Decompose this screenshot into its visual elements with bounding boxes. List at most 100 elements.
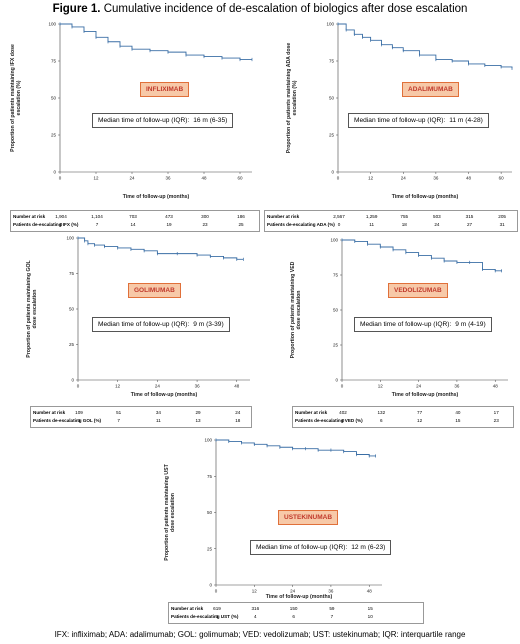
risk-cell: 13 <box>195 418 201 423</box>
risk-cell: 24 <box>434 222 440 227</box>
km-curve <box>342 239 502 272</box>
y-tick-label: 100 <box>330 238 338 243</box>
drug-label: ADALIMUMAB <box>402 82 459 97</box>
risk-cell: 25 <box>238 222 244 227</box>
km-plot: 0 25 50 75 100 0 12 24 36 48 Time of follow-up (mo… <box>164 438 382 600</box>
risk-cell: 18 <box>235 418 241 423</box>
risk-table-row: Number at risk 402 132 77 40 17 <box>293 409 513 417</box>
risk-cell: 402 <box>339 410 347 415</box>
y-tick-label: 50 <box>333 308 339 313</box>
x-tick-label: 36 <box>195 384 201 389</box>
y-tick-label: 100 <box>66 236 74 241</box>
risk-cell: 300 <box>201 214 209 219</box>
x-tick-label: 36 <box>328 589 334 594</box>
x-tick-label: 36 <box>433 176 439 181</box>
risk-cell: 23 <box>202 222 208 227</box>
x-tick-label: 0 <box>215 589 218 594</box>
risk-cell: 150 <box>289 606 298 611</box>
risk-cell: 24 <box>235 410 241 415</box>
risk-cell: 0 <box>77 418 81 423</box>
risk-cell: 23 <box>493 418 499 423</box>
risk-row-label: Number at risk <box>13 214 46 219</box>
risk-cell: 109 <box>75 410 83 415</box>
panel-infliximab: 0 25 50 75 100 0 12 24 36 48 60 Time of follow-up (… <box>0 14 260 232</box>
risk-cell: 15 <box>367 606 373 611</box>
median-followup-box: Median time of follow-up (IQR): 12 m (6-2… <box>250 540 392 555</box>
y-axis-label-line: Proportion of patients maintaining IFX d… <box>10 44 16 152</box>
x-tick-label: 24 <box>290 589 296 594</box>
median-followup-label: Median time of follow-up (IQR): <box>360 321 452 328</box>
x-tick-label: 36 <box>454 384 460 389</box>
drug-label: INFLIXIMAB <box>140 82 190 97</box>
risk-table-row: Patients de-escalating GOL (%) 0 7 11 13 18 <box>31 417 251 425</box>
risk-table: Number at risk 402 132 77 40 17 Patients de-es… <box>292 406 514 428</box>
y-tick-label: 75 <box>207 474 213 479</box>
y-axis-label-line: dose escalation <box>32 290 38 329</box>
x-tick-label: 48 <box>201 176 207 181</box>
km-plot: 0 25 50 75 100 0 12 24 36 48 60 Time of follow-up (… <box>10 22 253 200</box>
x-tick-label: 48 <box>367 589 373 594</box>
y-axis-label-line: Proportion of patients maintaining VED <box>290 261 296 358</box>
x-tick-label: 24 <box>416 384 422 389</box>
risk-cell: 473 <box>165 214 173 219</box>
risk-cell: 11 <box>155 418 161 423</box>
x-tick-label: 0 <box>77 384 80 389</box>
y-axis-label: Proportion of patients maintaining IFX d… <box>10 44 22 152</box>
risk-row-label: Number at risk <box>33 410 66 415</box>
risk-cell: 4 <box>254 614 257 619</box>
y-tick-label: 100 <box>326 22 334 27</box>
risk-table-row: Number at risk 619 316 150 59 15 <box>169 605 423 613</box>
median-followup-box: Median time of follow-up (IQR): 16 m (6-3… <box>92 113 234 128</box>
y-axis-label: Proportion of patients maintaining ADA d… <box>286 43 298 154</box>
median-followup-value: 9 m (4-19) <box>455 321 486 328</box>
median-followup-value: 9 m (3-39) <box>193 321 224 328</box>
y-tick-label: 25 <box>51 133 57 138</box>
risk-cell: 316 <box>251 606 260 611</box>
y-tick-label: 25 <box>333 343 339 348</box>
median-followup-box: Median time of follow-up (IQR): 9 m (4-19… <box>354 317 492 332</box>
median-followup-label: Median time of follow-up (IQR): <box>354 117 446 124</box>
x-axis-label: Time of follow-up (months) <box>123 194 190 200</box>
km-plot: 0 25 50 75 100 0 12 24 36 48 Time of follow-up (mo… <box>290 238 508 398</box>
median-followup-label: Median time of follow-up (IQR): <box>98 321 190 328</box>
risk-table: Number at risk 619 316 150 59 15 Patients de-e… <box>168 602 424 624</box>
risk-row-label: Patients de-escalating VED (%) <box>295 418 363 423</box>
km-curve <box>216 439 376 457</box>
risk-cell: 15 <box>455 418 461 423</box>
km-plot: 0 25 50 75 100 0 12 24 36 48 Time of follow-up (mo… <box>26 236 250 398</box>
y-axis-label-line: Proportion of patients maintaining ADA d… <box>286 43 292 154</box>
median-followup-value: 12 m (6-23) <box>351 544 386 551</box>
x-tick-label: 12 <box>115 384 121 389</box>
y-axis-label: Proportion of patients maintaining VEDdo… <box>290 261 302 358</box>
x-tick-label: 48 <box>234 384 240 389</box>
y-axis-label-line: escalation (%) <box>292 80 298 115</box>
y-tick-label: 75 <box>333 273 339 278</box>
risk-cell: 186 <box>237 214 245 219</box>
x-tick-label: 12 <box>93 176 99 181</box>
risk-cell: 34 <box>155 410 161 415</box>
x-tick-label: 0 <box>341 384 344 389</box>
y-axis-label-line: dose escalation <box>170 493 176 532</box>
median-followup-value: 11 m (4-28) <box>449 117 483 124</box>
risk-cell: 6 <box>292 614 295 619</box>
y-tick-label: 0 <box>71 378 74 383</box>
x-tick-label: 36 <box>165 176 171 181</box>
km-plot: 0 25 50 75 100 0 12 24 36 48 60 Time of follow-up (… <box>286 22 513 200</box>
x-tick-label: 24 <box>129 176 135 181</box>
x-tick-label: 12 <box>378 384 384 389</box>
risk-cell: 205 <box>498 214 506 219</box>
risk-cell: 6 <box>380 418 383 423</box>
risk-cell: 1,259 <box>365 214 378 219</box>
median-followup-value: 16 m (6-35) <box>193 117 228 124</box>
y-tick-label: 50 <box>329 96 335 101</box>
x-tick-label: 12 <box>252 589 258 594</box>
x-tick-label: 12 <box>368 176 374 181</box>
risk-cell: 755 <box>400 214 409 219</box>
y-tick-label: 0 <box>209 583 212 588</box>
risk-row-label: Number at risk <box>295 410 328 415</box>
y-tick-label: 0 <box>331 170 334 175</box>
km-curve <box>60 23 252 60</box>
x-tick-label: 0 <box>59 176 62 181</box>
risk-table-row: Patients de-escalating IFX (%) 0 7 14 19 23 25 <box>11 221 259 229</box>
x-axis-label: Time of follow-up (months) <box>131 392 198 398</box>
